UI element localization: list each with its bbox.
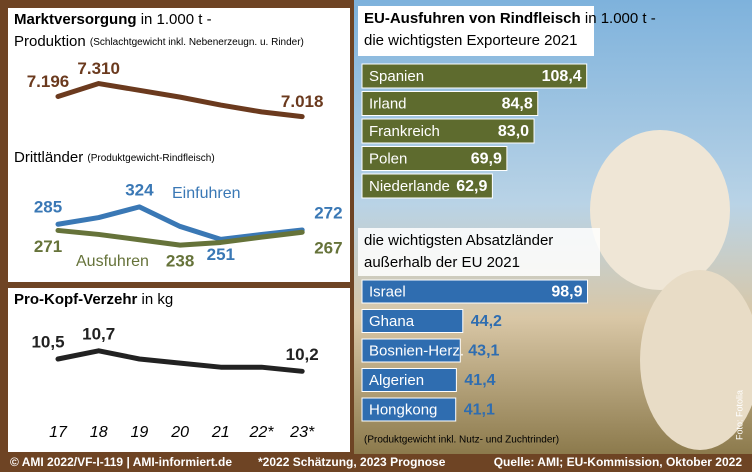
data-label: 251 bbox=[207, 245, 235, 264]
data-label: 98,9 bbox=[551, 284, 582, 301]
photo-credit: Foto: Fotolia bbox=[734, 390, 744, 440]
x-tick-label: 19 bbox=[131, 424, 149, 441]
bar-label: Niederlande bbox=[369, 178, 450, 195]
data-label: 10,7 bbox=[82, 324, 115, 343]
bar-label: Bosnien-Herz. bbox=[369, 342, 464, 359]
series-label: Einfuhren bbox=[172, 185, 241, 202]
data-label: 43,1 bbox=[468, 343, 499, 360]
bar-label: Algerien bbox=[369, 372, 424, 389]
bar-label: Israel bbox=[369, 283, 406, 300]
chart-title: Pro-Kopf-Verzehr in kg bbox=[14, 291, 173, 308]
data-label: 7.196 bbox=[27, 72, 70, 91]
unit: in 1.000 t - bbox=[585, 10, 656, 27]
data-label: 285 bbox=[34, 198, 62, 217]
infographic: Marktversorgung in 1.000 t - Produktion … bbox=[0, 0, 752, 472]
bar-label: Spanien bbox=[369, 68, 424, 85]
note: (Produktgewicht inkl. Nutz- und Zuchtrin… bbox=[364, 435, 559, 446]
data-label: 69,9 bbox=[471, 151, 502, 168]
footnote: *2022 Schätzung, 2023 Prognose bbox=[258, 455, 446, 469]
data-label: 324 bbox=[125, 180, 154, 199]
data-label: 272 bbox=[314, 203, 342, 222]
data-label: 41,4 bbox=[464, 372, 495, 389]
data-label: 44,2 bbox=[471, 313, 502, 330]
x-tick-label: 18 bbox=[90, 424, 108, 441]
note: (Produktgewicht-Rindfleisch) bbox=[87, 153, 214, 164]
unit: in kg bbox=[142, 291, 174, 308]
note: (Schlachtgewicht inkl. Nebenerzeugn. u. … bbox=[90, 37, 304, 48]
data-label: 10,2 bbox=[286, 345, 319, 364]
data-label: 238 bbox=[166, 252, 194, 271]
bar-label: Hongkong bbox=[369, 401, 437, 418]
chart-title: EU-Ausfuhren von Rindfleisch in 1.000 t … bbox=[364, 10, 656, 27]
data-label: 10,5 bbox=[31, 332, 64, 351]
x-tick-label: 17 bbox=[49, 424, 68, 441]
source: Quelle: AMI; EU-Kommission, Oktober 2022 bbox=[494, 455, 743, 469]
title: Marktversorgung bbox=[14, 11, 137, 28]
data-label: 84,8 bbox=[502, 96, 533, 113]
subtitle: Produktion bbox=[14, 33, 86, 50]
title: Drittländer bbox=[14, 149, 83, 166]
data-label: 7.018 bbox=[281, 92, 324, 111]
data-label: 267 bbox=[314, 239, 342, 258]
unit: in 1.000 t - bbox=[141, 11, 212, 28]
chart-subtitle: außerhalb der EU 2021 bbox=[364, 254, 520, 271]
data-label: 41,1 bbox=[464, 402, 495, 419]
x-tick-label: 22* bbox=[248, 424, 274, 441]
photo-cow bbox=[590, 130, 730, 290]
series-label: Ausfuhren bbox=[76, 253, 149, 270]
data-label: 62,9 bbox=[456, 178, 487, 195]
bar-label: Irland bbox=[369, 95, 407, 112]
copyright: © AMI 2022/VF-I-119 | AMI-informiert.de bbox=[10, 455, 232, 469]
chart-subtitle: die wichtigsten Exporteure 2021 bbox=[364, 32, 577, 49]
title: Pro-Kopf-Verzehr bbox=[14, 291, 138, 308]
data-label: 7.310 bbox=[77, 59, 120, 78]
data-label: 108,4 bbox=[542, 68, 582, 85]
title: EU-Ausfuhren von Rindfleisch bbox=[364, 10, 581, 27]
bar-label: Frankreich bbox=[369, 123, 440, 140]
bar-label: Ghana bbox=[369, 313, 415, 330]
data-label: 83,0 bbox=[498, 123, 529, 140]
x-tick-label: 21 bbox=[211, 424, 230, 441]
chart-title: Marktversorgung in 1.000 t - bbox=[14, 11, 212, 28]
bar-label: Polen bbox=[369, 150, 407, 167]
data-label: 271 bbox=[34, 237, 62, 256]
x-tick-label: 23* bbox=[289, 424, 315, 441]
x-tick-label: 20 bbox=[170, 424, 189, 441]
chart-title: die wichtigsten Absatzländer bbox=[364, 232, 553, 249]
